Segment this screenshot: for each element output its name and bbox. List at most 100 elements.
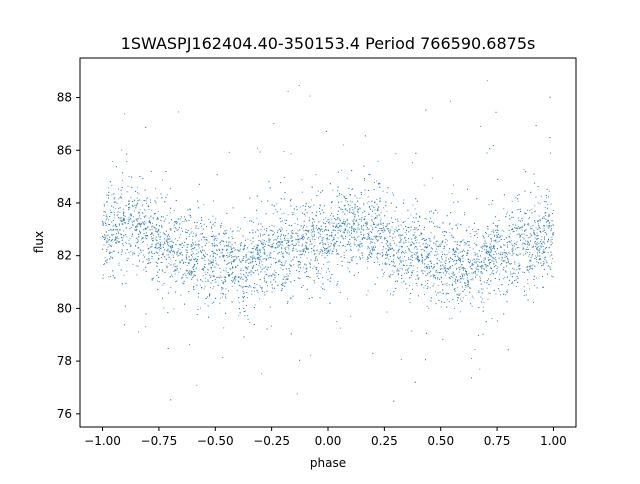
data-point (401, 277, 403, 279)
data-point (509, 218, 511, 220)
data-point (430, 297, 432, 299)
data-point (320, 213, 322, 215)
data-point (139, 225, 141, 227)
data-point (291, 232, 293, 234)
data-point (351, 226, 353, 228)
data-point (213, 200, 215, 202)
data-point (219, 277, 221, 279)
data-point (104, 221, 106, 223)
data-point (499, 235, 501, 237)
data-point (355, 256, 357, 258)
data-point (271, 284, 273, 286)
data-point (380, 236, 382, 238)
data-point (208, 218, 210, 220)
data-point (374, 283, 376, 285)
data-point (322, 231, 324, 233)
data-point (490, 234, 492, 236)
data-point (260, 228, 262, 230)
data-point (221, 296, 223, 298)
data-point (504, 256, 506, 258)
data-point (359, 208, 361, 210)
data-point (317, 229, 318, 231)
data-point (551, 236, 553, 238)
data-point (138, 331, 140, 333)
data-point (393, 254, 395, 256)
data-point (242, 260, 244, 261)
data-point (429, 287, 431, 289)
data-point (421, 255, 423, 257)
data-point (245, 254, 247, 256)
data-point (173, 252, 175, 254)
data-point (400, 241, 402, 243)
data-point (542, 286, 544, 288)
data-point (537, 249, 539, 251)
data-point (458, 252, 460, 254)
data-point (240, 268, 242, 270)
data-point (493, 289, 495, 291)
data-point (443, 231, 445, 233)
data-point (182, 221, 184, 223)
data-point (221, 276, 223, 278)
data-point (349, 195, 351, 197)
data-point (318, 262, 320, 264)
data-point (134, 205, 136, 207)
data-point (456, 244, 458, 245)
data-point (445, 231, 447, 233)
data-point (151, 243, 153, 245)
data-point (400, 252, 402, 254)
data-point (331, 240, 333, 242)
data-point (231, 244, 233, 246)
data-point (286, 273, 288, 275)
data-point (166, 250, 168, 252)
data-point (121, 223, 123, 225)
data-point (439, 227, 441, 229)
data-point (231, 248, 233, 250)
data-point (295, 243, 297, 245)
data-point (239, 248, 241, 250)
data-point (543, 260, 545, 262)
data-point (485, 245, 487, 247)
data-point (157, 234, 159, 236)
data-point (416, 229, 418, 231)
data-point (399, 237, 401, 239)
data-point (445, 293, 447, 295)
data-point (134, 245, 136, 247)
data-point (528, 218, 530, 220)
data-point (346, 218, 348, 220)
data-point (508, 241, 510, 243)
data-point (376, 256, 378, 258)
data-point (446, 244, 448, 246)
data-point (351, 201, 353, 203)
data-point (259, 259, 261, 261)
data-point (285, 282, 287, 284)
data-point (374, 212, 376, 214)
data-point (253, 323, 255, 325)
data-point (321, 267, 323, 269)
data-point (514, 272, 516, 274)
data-point (123, 324, 125, 326)
data-point (223, 269, 225, 271)
data-point (543, 252, 545, 254)
data-point (521, 271, 523, 273)
data-point (419, 215, 420, 217)
data-point (516, 227, 518, 229)
data-point (437, 253, 439, 255)
data-point (279, 236, 281, 238)
data-point (116, 215, 118, 217)
data-point (343, 231, 345, 233)
data-point (121, 220, 123, 222)
data-point (362, 211, 364, 213)
data-point (506, 291, 508, 293)
data-point (426, 288, 428, 290)
data-point (460, 281, 462, 283)
data-point (350, 211, 352, 213)
data-point (405, 283, 407, 285)
data-point (533, 278, 535, 280)
data-point (396, 270, 398, 272)
data-point (363, 218, 365, 220)
data-point (538, 226, 540, 228)
data-point (346, 223, 348, 225)
data-point (309, 266, 311, 268)
data-point (204, 277, 206, 279)
data-point (285, 281, 287, 283)
